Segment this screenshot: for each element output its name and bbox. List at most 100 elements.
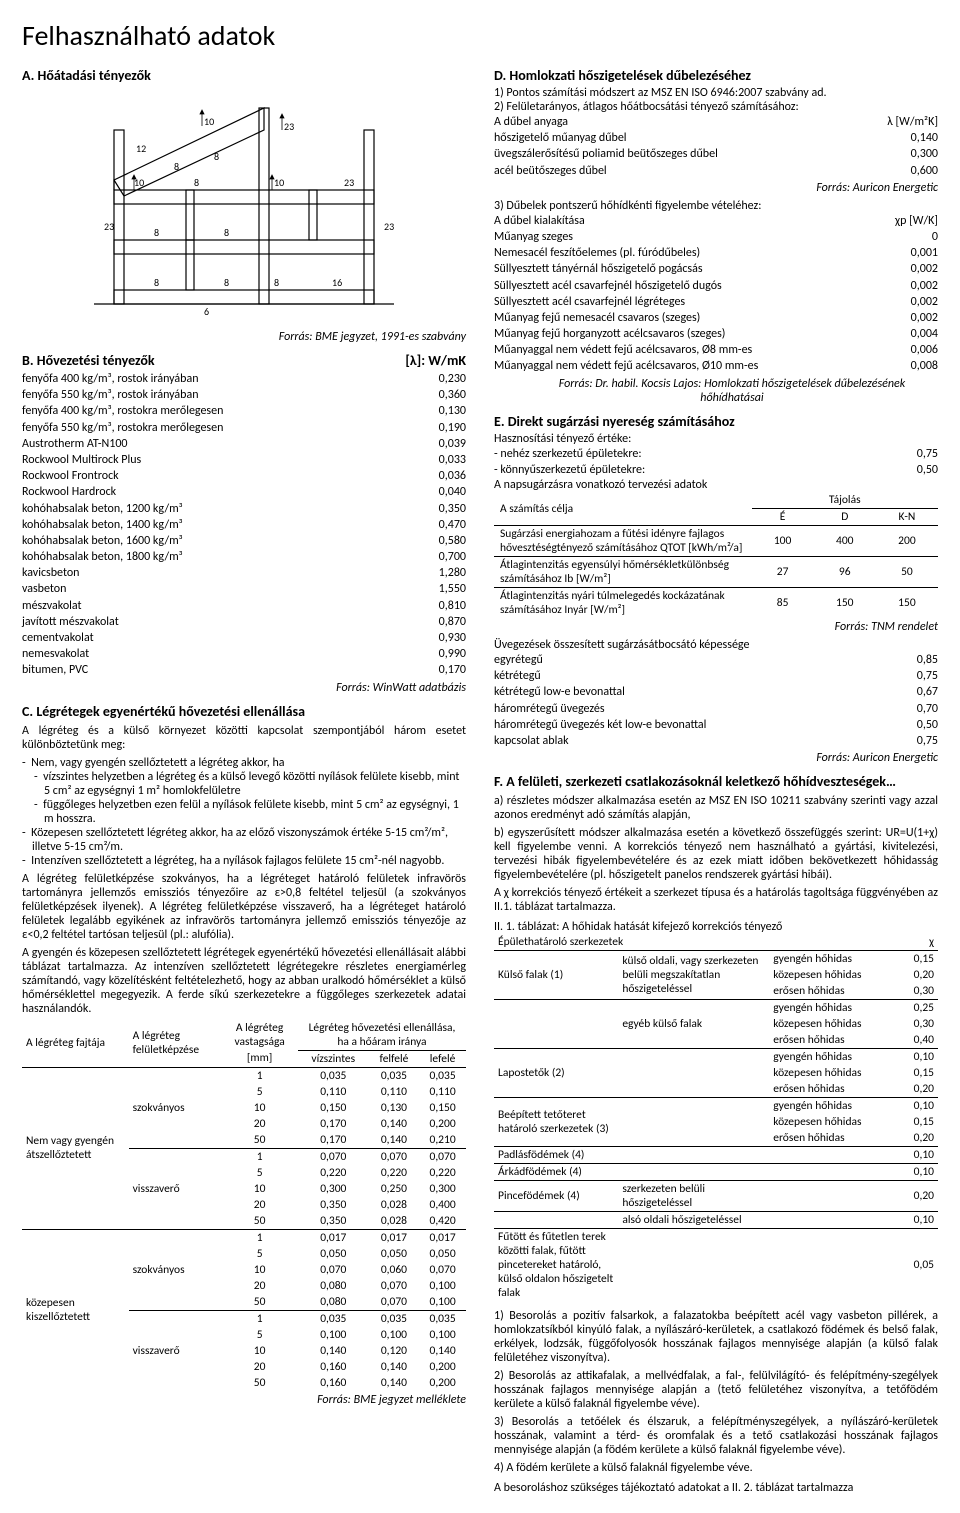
b-row-14-value: 0,810 (433, 598, 466, 614)
section-b-unit: [λ]: W/mK (405, 352, 466, 369)
svg-text:6: 6 (204, 305, 209, 318)
svg-text:23: 23 (104, 220, 114, 233)
d2-1-value: 0,001 (905, 245, 938, 261)
b-row-18-value: 0,170 (433, 662, 466, 678)
svg-text:10: 10 (274, 176, 284, 189)
svg-text:10: 10 (204, 115, 214, 128)
c-bullet-2: - függőleges helyzetben ezen felül a nyí… (22, 798, 466, 826)
f-p1: a) részletes módszer alkalmazása esetén … (494, 794, 938, 822)
svg-text:8: 8 (174, 160, 179, 173)
b-row-10-value: 0,580 (433, 533, 466, 549)
d2-5-value: 0,002 (905, 310, 938, 326)
d2-6-value: 0,004 (905, 326, 938, 342)
e-src1: Forrás: TNM rendelet (494, 620, 938, 634)
section-f-heading: F. A felületi, szerkezeti csatlakozásokn… (494, 773, 938, 790)
d2-4-label: Süllyesztett acél csavarfejnél légrétege… (494, 294, 905, 310)
svg-text:8: 8 (154, 276, 159, 289)
d-h2-u: χp [W/K] (889, 213, 938, 229)
e-src2: Forrás: Auricon Energetic (494, 751, 938, 765)
b-row-2-label: fenyőfa 400 kg/m³, rostokra merőlegesen (22, 403, 433, 419)
e1-0-label: - nehéz szerkezetű épületekre: (494, 446, 911, 462)
b-row-18-label: bitumen, PVC (22, 662, 433, 678)
svg-text:23: 23 (384, 220, 394, 233)
svg-text:8: 8 (154, 226, 159, 239)
d2-5-label: Műanyag fejű nemesacél csavaros (szeges) (494, 310, 905, 326)
svg-text:12: 12 (136, 142, 146, 155)
c-bullet-4: - Intenzíven szellőztetett a légréteg, h… (22, 854, 466, 868)
e2-0-value: 0,85 (911, 652, 938, 668)
diagram-house-section: 128823 10 1081023 238823 886 816 (22, 90, 466, 324)
b-row-8-value: 0,350 (433, 501, 466, 517)
d-h1-u: λ [W/m²K] (881, 114, 938, 130)
section-c-p3: A gyengén és közepesen szellőztetett lég… (22, 946, 466, 1016)
b-row-16-label: cementvakolat (22, 630, 433, 646)
e2-5-label: kapcsolat ablak (494, 733, 911, 749)
d-h2-l: A dűbel kialakítása (494, 213, 889, 229)
d2-2-value: 0,002 (905, 261, 938, 277)
b-row-9-value: 0,470 (433, 517, 466, 533)
svg-text:8: 8 (194, 176, 199, 189)
b-row-6-value: 0,036 (433, 468, 466, 484)
section-a-source: Forrás: BME jegyzet, 1991-es szabvány (22, 330, 466, 344)
e2-1-value: 0,75 (911, 668, 938, 684)
d-l2: 2) Felületarányos, átlagos hőátbocsátási… (494, 100, 938, 114)
c-bullet-0: - Nem, vagy gyengén szellőztetett a légr… (22, 756, 466, 770)
b-row-6-label: Rockwool Frontrock (22, 468, 433, 484)
f-p3: A χ korrekciós tényező értékeit a szerke… (494, 886, 938, 914)
section-a-heading: A. Hőátadási tényezők (22, 67, 466, 84)
e2-1-label: kétrétegű (494, 668, 911, 684)
e2-3-value: 0,70 (911, 701, 938, 717)
b-row-12-value: 1,280 (433, 565, 466, 581)
b-row-1-value: 0,360 (433, 387, 466, 403)
d2-6-label: Műanyag fejű horganyzott acélcsavaros (s… (494, 326, 905, 342)
f-tbl-caption: II. 1. táblázat: A hőhidak hatását kifej… (494, 920, 938, 934)
b-row-15-label: javított mészvakolat (22, 614, 433, 630)
table-f: Épülethatároló szerkezetekχKülső falak (… (494, 934, 938, 1301)
page-title: Felhasználható adatok (22, 18, 938, 53)
b-row-17-value: 0,990 (433, 646, 466, 662)
section-b-heading: B. Hővezetési tényezők (22, 352, 155, 369)
f-footnote-0: 1) Besorolás a pozitív falsarkok, a fala… (494, 1309, 938, 1365)
e2-0-label: egyrétegű (494, 652, 911, 668)
e2-2-value: 0,67 (911, 684, 938, 700)
d-l3: 3) Dűbelek pontszerű hőhídkénti figyelem… (494, 199, 938, 213)
b-row-0-value: 0,230 (433, 371, 466, 387)
b-row-1-label: fenyőfa 550 kg/m³, rostok irányában (22, 387, 433, 403)
b-row-2-value: 0,130 (433, 403, 466, 419)
f-last: A besoroláshoz szükséges tájékoztató ada… (494, 1481, 938, 1495)
b-row-15-value: 0,870 (433, 614, 466, 630)
d-h1-l: A dűbel anyaga (494, 114, 881, 130)
c-bullet-1: - vízszintes helyzetben a légréteg és a … (22, 770, 466, 798)
section-c-p2: A légréteg felületképzése szokványos, ha… (22, 872, 466, 942)
b-row-11-value: 0,700 (433, 549, 466, 565)
svg-text:16: 16 (332, 276, 342, 289)
b-row-17-label: nemesvakolat (22, 646, 433, 662)
section-b-source: Forrás: WinWatt adatbázis (22, 681, 466, 695)
e1-1-value: 0,50 (911, 462, 938, 478)
e-l1: Hasznosítási tényező értéke: (494, 432, 938, 446)
d2-4-value: 0,002 (905, 294, 938, 310)
f-p2: b) egyszerűsített módszer alkalmazása es… (494, 826, 938, 882)
svg-text:23: 23 (344, 176, 354, 189)
d1-1-value: 0,300 (905, 146, 938, 162)
d2-2-label: Süllyesztett tányérnál hőszigetelő pogác… (494, 261, 905, 277)
e2-5-value: 0,75 (911, 733, 938, 749)
c-bullet-3: - Közepesen szellőztetett légréteg akkor… (22, 826, 466, 854)
d2-7-label: Műanyaggal nem védett fejű acélcsavaros,… (494, 342, 905, 358)
section-c-source: Forrás: BME jegyzet melléklete (22, 1393, 466, 1407)
f-footnote-3: 4) A födém kerülete a külső falaknál fig… (494, 1461, 938, 1475)
e2-4-label: háromrétegű üvegezés két low-e bevonatta… (494, 717, 911, 733)
b-row-0-label: fenyőfa 400 kg/m³, rostok irányában (22, 371, 433, 387)
d2-3-value: 0,002 (905, 278, 938, 294)
e-l3: Üvegezések összesített sugárzásátbocsátó… (494, 638, 938, 652)
b-row-13-value: 1,550 (433, 581, 466, 597)
d2-7-value: 0,006 (905, 342, 938, 358)
d-l1: 1) Pontos számítási módszert az MSZ EN I… (494, 86, 938, 100)
f-footnote-1: 2) Besorolás az attikafalak, a mellvédfa… (494, 1369, 938, 1411)
e2-4-value: 0,50 (911, 717, 938, 733)
svg-text:8: 8 (274, 276, 279, 289)
d1-2-value: 0,600 (905, 163, 938, 179)
b-row-5-value: 0,033 (433, 452, 466, 468)
b-row-12-label: kavicsbeton (22, 565, 433, 581)
b-row-3-label: fenyőfa 550 kg/m³, rostokra merőlegesen (22, 420, 433, 436)
